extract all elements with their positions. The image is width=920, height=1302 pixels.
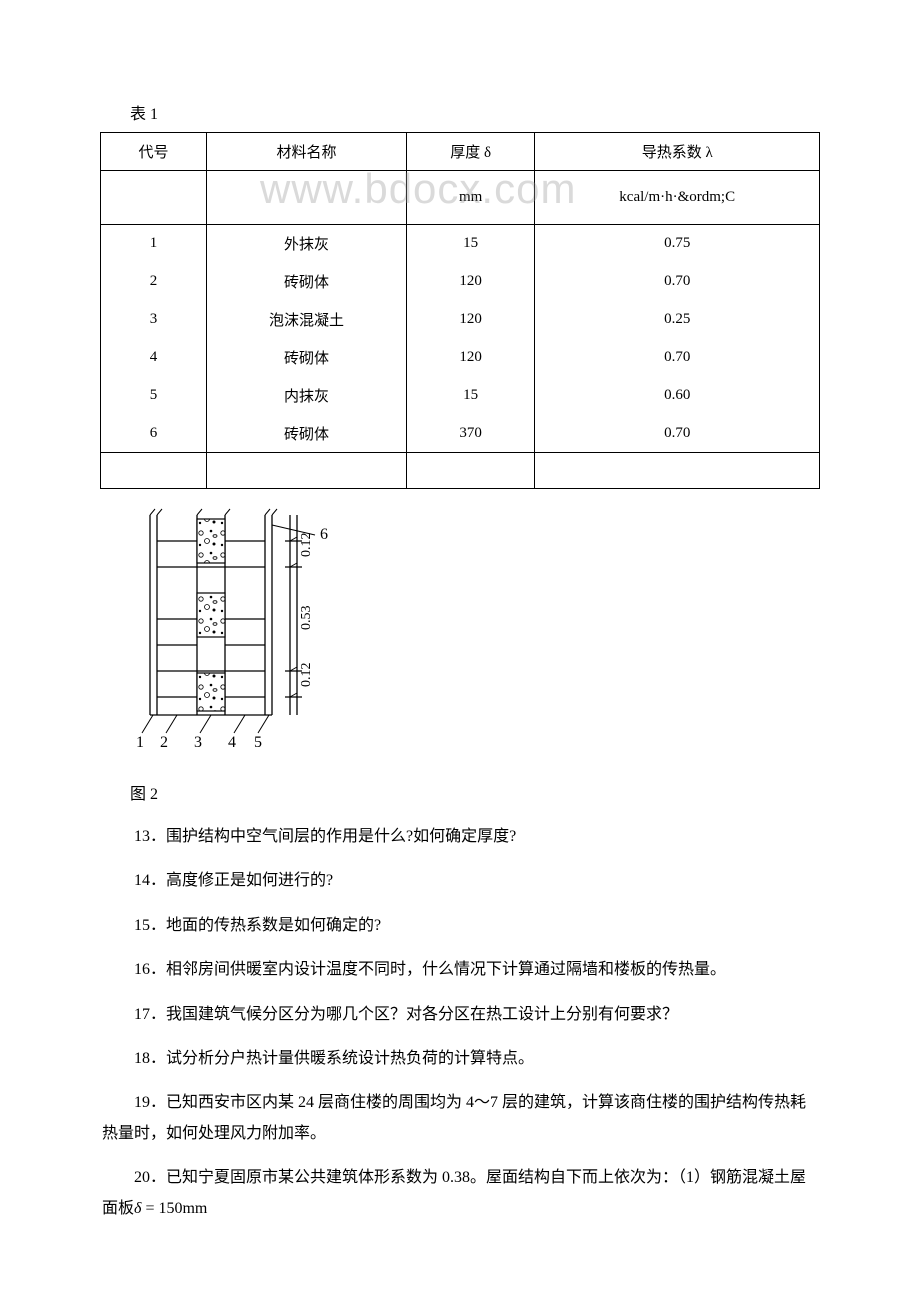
text: 16．相邻房间供暖室内设计温度不同时，什么情况下计算通过隔墙和楼板的传热量。 (102, 955, 818, 985)
cell: 6 (101, 415, 207, 453)
question-15: 15．地面的传热系数是如何确定的? (100, 911, 820, 941)
question-16: 16．相邻房间供暖室内设计温度不同时，什么情况下计算通过隔墙和楼板的传热量。 (100, 955, 820, 985)
cell: 砖砌体 (207, 415, 407, 453)
delta-symbol: δ (134, 1200, 141, 1217)
diagram-dim: 0.53 (299, 606, 314, 631)
table-row: 1 外抹灰 15 0.75 (101, 225, 820, 263)
cell: 120 (406, 301, 535, 339)
diagram-label: 2 (160, 734, 168, 751)
question-17: 17．我国建筑气候分区分为哪几个区？对各分区在热工设计上分别有何要求？ (100, 1000, 820, 1030)
col-header: 导热系数 λ (535, 133, 820, 171)
cell (207, 171, 407, 225)
cell: 内抹灰 (207, 377, 407, 415)
cell: 15 (406, 377, 535, 415)
cell: 5 (101, 377, 207, 415)
wall-section-diagram: www.bdocx.com (100, 495, 820, 770)
col-header: 代号 (101, 133, 207, 171)
cell: 15 (406, 225, 535, 263)
cell: 0.70 (535, 415, 820, 453)
diagram-label-6: 6 (320, 526, 328, 543)
cell: kcal/m·h·&ordm;C (535, 171, 820, 225)
table-row: 6 砖砌体 370 0.70 (101, 415, 820, 453)
diagram-label: 5 (254, 734, 262, 751)
diagram-label: 1 (136, 734, 144, 751)
diagram-svg: 6 0.12 0.53 0.12 1 2 3 4 5 (130, 505, 390, 755)
cell: 泡沫混凝土 (207, 301, 407, 339)
text: = 150mm (145, 1200, 207, 1217)
cell: 0.70 (535, 263, 820, 301)
question-14: 14．高度修正是如何进行的? (100, 866, 820, 896)
cell: 0.60 (535, 377, 820, 415)
diagram-label: 4 (228, 734, 236, 751)
text: 20．已知宁夏固原市某公共建筑体形系数为 0.38。屋面结构自下而上依次为：（1… (102, 1169, 806, 1216)
diagram-label: 3 (194, 734, 202, 751)
cell: 0.70 (535, 339, 820, 377)
col-header: 厚度 δ (406, 133, 535, 171)
text: 20．已知宁夏固原市某公共建筑体形系数为 0.38。屋面结构自下而上依次为：（1… (102, 1163, 818, 1224)
table-caption: 表 1 (100, 100, 820, 124)
cell (406, 453, 535, 489)
cell (535, 453, 820, 489)
unit-row: mm kcal/m·h·&ordm;C (101, 171, 820, 225)
cell: 3 (101, 301, 207, 339)
cell: 1 (101, 225, 207, 263)
col-header: 材料名称 (207, 133, 407, 171)
cell (101, 171, 207, 225)
table-row: 3 泡沫混凝土 120 0.25 (101, 301, 820, 339)
cell (207, 453, 407, 489)
cell: mm (406, 171, 535, 225)
cell: 砖砌体 (207, 339, 407, 377)
cell: 370 (406, 415, 535, 453)
diagram-dim: 0.12 (299, 533, 314, 558)
question-13: 13．围护结构中空气间层的作用是什么?如何确定厚度? (100, 822, 820, 852)
empty-row (101, 453, 820, 489)
question-19: 19．已知西安市区内某 24 层商住楼的周围均为 4～7 层的建筑，计算该商住楼… (100, 1088, 820, 1149)
cell: 2 (101, 263, 207, 301)
cell (101, 453, 207, 489)
table-row: 2 砖砌体 120 0.70 (101, 263, 820, 301)
table-row: 4 砖砌体 120 0.70 (101, 339, 820, 377)
cell: 外抹灰 (207, 225, 407, 263)
table-row: 5 内抹灰 15 0.60 (101, 377, 820, 415)
text: 19．已知西安市区内某 24 层商住楼的周围均为 4～7 层的建筑，计算该商住楼… (102, 1088, 818, 1149)
table-header-row: 代号 材料名称 厚度 δ 导热系数 λ (101, 133, 820, 171)
cell: 0.75 (535, 225, 820, 263)
figure-caption: 图 2 (100, 780, 820, 804)
question-20: 20．已知宁夏固原市某公共建筑体形系数为 0.38。屋面结构自下而上依次为：（1… (100, 1163, 820, 1224)
cell: 4 (101, 339, 207, 377)
cell: 120 (406, 339, 535, 377)
cell: 0.25 (535, 301, 820, 339)
cell: 120 (406, 263, 535, 301)
materials-table: 代号 材料名称 厚度 δ 导热系数 λ mm kcal/m·h·&ordm;C … (100, 132, 820, 489)
diagram-dim: 0.12 (299, 663, 314, 688)
cell: 砖砌体 (207, 263, 407, 301)
question-18: 18．试分析分户热计量供暖系统设计热负荷的计算特点。 (100, 1044, 820, 1074)
